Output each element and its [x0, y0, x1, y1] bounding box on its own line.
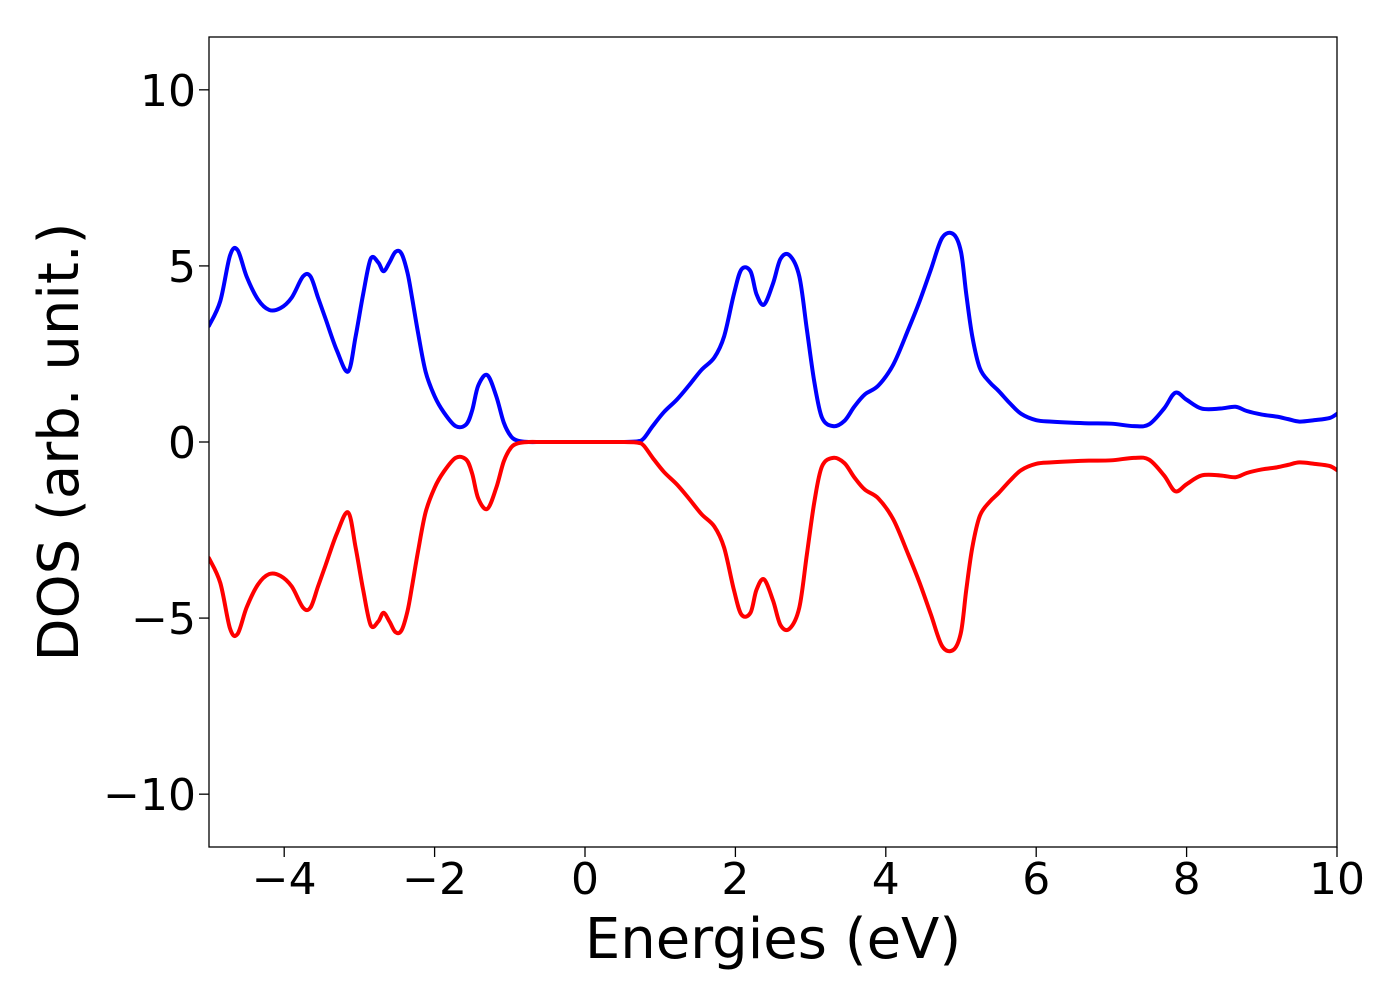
x-axis-label: Energies (eV) — [585, 907, 961, 972]
y-tick-label: 10 — [140, 66, 196, 117]
x-axis: −4 −2 0 2 4 6 8 10 — [252, 847, 1365, 905]
dos-line-series-2 — [209, 439, 1337, 654]
y-tick-label: −5 — [131, 594, 196, 645]
x-tick-label: 4 — [872, 854, 900, 905]
x-tick-label: 6 — [1022, 854, 1050, 905]
x-tick-label: 8 — [1173, 854, 1201, 905]
y-tick-label: −10 — [103, 770, 196, 821]
dos-line-series-1 — [209, 230, 1337, 445]
plot-frame — [208, 36, 1338, 848]
x-tick-label: −4 — [252, 854, 317, 905]
y-axis: −10 −5 0 5 10 — [103, 66, 209, 821]
y-tick-label: 0 — [168, 418, 196, 469]
series-layer — [209, 230, 1337, 654]
y-tick-label: 5 — [168, 242, 196, 293]
x-tick-label: −2 — [402, 854, 467, 905]
x-tick-label: 10 — [1309, 854, 1365, 905]
x-tick-label: 2 — [721, 854, 749, 905]
y-axis-label: DOS (arb. unit.) — [27, 222, 92, 661]
x-tick-label: 0 — [571, 854, 599, 905]
